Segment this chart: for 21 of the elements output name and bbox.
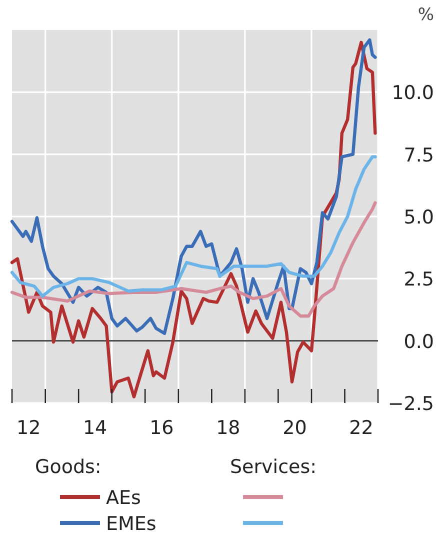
- text: Services:: [230, 456, 317, 478]
- y-tick-label: 5.0: [404, 206, 434, 228]
- x-tick-label: 16: [150, 417, 174, 439]
- line-series: [10, 155, 377, 298]
- y-tick-label: 7.5: [404, 144, 434, 166]
- line-series: [10, 201, 377, 318]
- y-axis-title: %: [418, 5, 434, 25]
- y-tick-label: 0.0: [404, 330, 434, 353]
- legend-label: AEs: [106, 487, 141, 509]
- x-tick-label: 12: [16, 417, 41, 439]
- x-tick-label: 20: [282, 417, 307, 439]
- y-tick-label: 10.0: [392, 82, 434, 104]
- line-series: [10, 40, 377, 398]
- legend-label: EMEs: [106, 513, 156, 535]
- y-tick-label: 2.5: [404, 268, 434, 291]
- y-tick-label: −2.5: [388, 393, 434, 415]
- line-series: [10, 38, 377, 335]
- x-tick-label: 22: [349, 417, 374, 439]
- text: Goods:: [35, 456, 102, 478]
- x-tick-label: 14: [82, 417, 108, 439]
- x-tick-label: 18: [216, 417, 240, 439]
